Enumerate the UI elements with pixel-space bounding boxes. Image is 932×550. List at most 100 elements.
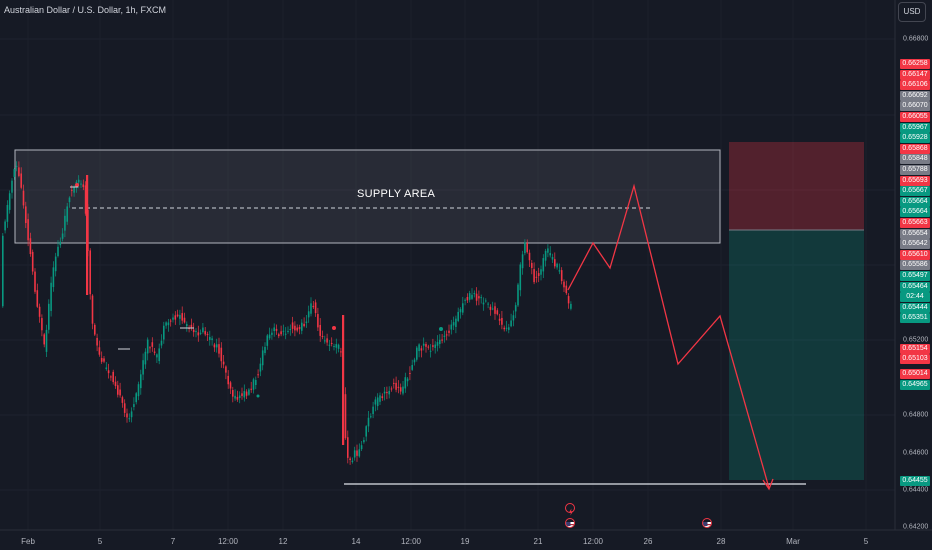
candle-body — [105, 367, 108, 370]
candle-body — [441, 339, 443, 341]
candle-body — [77, 179, 80, 183]
candle-body — [149, 347, 151, 349]
time-axis-label: 12:00 — [217, 537, 239, 546]
price-badge: 0.65154 — [900, 344, 930, 354]
candle-body — [310, 303, 312, 314]
candle-body — [190, 324, 193, 328]
candle-body — [554, 259, 556, 267]
price-badge: 0.65444 — [900, 302, 930, 313]
us-flag-icon[interactable] — [565, 518, 575, 528]
candle-body — [280, 331, 282, 335]
candle-body — [344, 394, 347, 439]
candle-body — [144, 351, 147, 365]
candle-body — [409, 372, 411, 374]
candle-body — [202, 327, 204, 333]
candle-body — [204, 331, 206, 335]
candle-body — [510, 320, 512, 327]
candle-body — [319, 324, 321, 336]
candle-body — [388, 390, 390, 395]
candle-body — [383, 391, 386, 394]
candle-body — [379, 395, 381, 402]
candle-body — [11, 180, 13, 193]
candle-body — [374, 399, 377, 405]
candle-body — [294, 325, 296, 331]
candle-body — [455, 318, 457, 327]
candle-body — [4, 221, 6, 231]
candle-body — [209, 336, 211, 340]
candle-body — [422, 343, 425, 346]
candle-body — [146, 339, 149, 354]
candle-body — [100, 358, 103, 362]
candle-body — [84, 185, 87, 214]
candle-body — [137, 384, 140, 397]
candle-body — [163, 325, 165, 340]
us-flag-icon[interactable] — [702, 518, 712, 528]
time-axis-label: 26 — [643, 537, 653, 546]
candle-body — [305, 321, 308, 323]
candle-body — [427, 346, 430, 348]
candle-body — [31, 251, 34, 272]
candle-body — [218, 344, 220, 354]
chart-title: Australian Dollar / U.S. Dollar, 1h, FXC… — [4, 5, 167, 15]
candle-body — [91, 295, 94, 324]
candle-body — [411, 365, 413, 370]
supply-area-label: SUPPLY AREA — [357, 188, 436, 200]
candle-body — [349, 458, 351, 461]
candle-body — [153, 351, 156, 353]
candle-body — [468, 293, 471, 300]
candle-body — [241, 393, 243, 396]
candle-body — [183, 317, 186, 323]
candle-body — [82, 184, 85, 188]
price-badge: 0.66106 — [900, 80, 930, 91]
candle-body — [18, 167, 20, 176]
price-badge: 0.64455 — [900, 476, 930, 486]
candle-body — [278, 334, 280, 337]
candle-body — [471, 294, 473, 299]
candle-body — [73, 186, 75, 193]
price-badge: 0.65351 — [900, 313, 930, 324]
lightning-icon[interactable] — [565, 503, 575, 516]
price-badge: 0.65103 — [900, 354, 930, 364]
candle-body — [429, 350, 432, 352]
candle-body — [119, 389, 121, 396]
candle-body — [420, 348, 423, 351]
candle-body — [126, 413, 128, 418]
candle-body — [402, 386, 404, 394]
candle-body — [475, 293, 478, 301]
time-axis-label: 5 — [97, 537, 103, 546]
candle-body — [59, 241, 62, 246]
candle-body — [284, 333, 287, 335]
candle-body — [487, 303, 489, 305]
candle-body — [89, 250, 91, 295]
price-badge: 0.65586 — [900, 260, 930, 271]
candle-body — [41, 318, 43, 331]
price-badge: 0.65693 — [900, 175, 930, 186]
candle-body — [165, 322, 167, 326]
candle-body — [397, 386, 400, 388]
candle-body — [229, 382, 232, 389]
signal-dot — [332, 326, 336, 330]
candle-body — [533, 269, 535, 283]
candle-body — [560, 270, 563, 282]
candle-body — [61, 233, 64, 239]
currency-button[interactable]: USD — [898, 2, 926, 22]
candle-body — [86, 175, 89, 295]
candle-body — [2, 235, 4, 307]
candle-body — [370, 416, 372, 418]
candle-body — [413, 359, 416, 363]
price-badge: 0.65464 — [900, 281, 930, 292]
candle-body — [36, 290, 39, 307]
candle-body — [418, 344, 420, 352]
candle-body — [261, 350, 264, 366]
candle-body — [416, 347, 418, 360]
candle-body — [450, 324, 453, 330]
candle-body — [273, 327, 275, 332]
candle-body — [197, 332, 200, 336]
candle-body — [489, 306, 492, 310]
candle-body — [314, 302, 317, 314]
price-badge: 0.66092 — [900, 90, 930, 101]
candle-body — [66, 206, 68, 222]
candle-body — [52, 267, 55, 288]
candle-body — [351, 460, 354, 462]
